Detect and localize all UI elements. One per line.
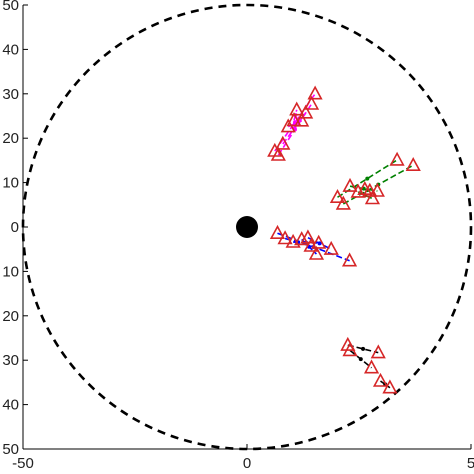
marker-series-0-point-7 [298,104,314,119]
track-midpoint-series-3-1 [358,357,363,362]
y-tick-label: 40 [2,397,19,414]
marker-series-2-point-3 [294,231,310,246]
marker-series-2-point-4 [300,229,316,244]
marker-series-0-point-9 [307,85,323,100]
marker-series-3-point-3 [363,359,380,374]
marker-series-0-point-2 [275,135,291,150]
marker-series-2-point-8 [311,234,327,249]
track-midpoint-series-1-0 [365,176,370,181]
marker-series-0-point-6 [294,112,310,127]
marker-series-0-point-5 [289,101,305,116]
marker-series-0-point-8 [303,95,320,110]
marker-series-2-point-9 [341,252,358,267]
track-midpoint-series-3-0 [361,346,366,351]
marker-series-0-point-1 [270,146,286,161]
center-marker [236,216,258,238]
marker-series-1-point-3 [350,183,366,198]
marker-series-1-point-1 [335,195,351,210]
x-tick-label: 0 [243,455,251,472]
y-tick-label: 50 [2,441,19,458]
y-tick-label: 20 [2,308,19,325]
y-tick-label: 20 [2,130,19,147]
marker-series-2-point-0 [269,224,286,239]
track-midpoint-series-2-4 [317,241,322,246]
marker-series-2-point-7 [323,240,339,255]
marker-series-3-point-4 [372,372,389,387]
y-tick-label: 0 [11,219,19,236]
marker-series-1-point-8 [389,151,405,166]
y-tick-label: 50 [2,0,19,14]
y-tick-label: 10 [2,175,19,192]
marker-series-0-point-4 [286,112,302,127]
x-tick-label: 5 [467,455,474,472]
marker-series-1-point-7 [369,182,385,197]
center-marker-layer [236,216,258,238]
marker-series-1-point-0 [329,189,346,203]
marker-series-3-point-1 [342,342,358,357]
marker-series-2-point-1 [277,230,293,245]
triangle-markers-layer [267,85,421,394]
marker-series-2-point-6 [308,245,325,260]
y-tick-label: 30 [2,352,19,369]
marker-series-1-point-9 [405,157,421,171]
y-tick-label: 40 [2,41,19,58]
marker-series-3-point-2 [370,344,386,359]
marker-series-1-point-6 [364,190,381,205]
x-tick-label: -50 [12,455,34,472]
y-tick-label: 10 [2,263,19,280]
marker-series-1-point-2 [342,177,358,192]
y-tick-label: 30 [2,86,19,103]
marker-series-3-point-5 [382,379,398,394]
